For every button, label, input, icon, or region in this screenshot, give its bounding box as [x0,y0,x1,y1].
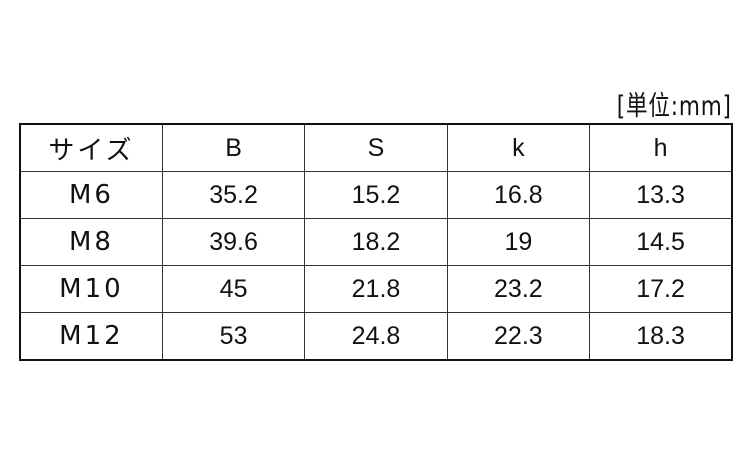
value-cell: 21.8 [304,265,448,313]
value-cell: 23.2 [446,265,591,313]
value-cell: 14.5 [589,218,733,266]
value-cell: 19 [446,218,591,266]
value-cell: 16.8 [446,171,591,219]
header-cell: k [446,123,591,172]
value-cell: 45 [161,265,306,313]
value-cell: 39.6 [161,218,306,266]
size-cell: M8 [19,218,163,266]
value-cell: 18.2 [304,218,448,266]
size-cell: M10 [19,265,163,313]
table-row: M12 53 24.8 22.3 18.3 [19,312,733,361]
size-cell: M6 [19,171,163,219]
header-cell: B [161,123,306,172]
unit-label: [単位:mm] [616,91,732,122]
size-cell: M12 [19,312,163,361]
header-cell: S [304,123,448,172]
header-cell: h [589,123,733,172]
value-cell: 13.3 [589,171,733,219]
value-cell: 53 [161,312,306,361]
header-cell: サイズ [19,123,163,172]
value-cell: 15.2 [304,171,448,219]
value-cell: 24.8 [304,312,448,361]
value-cell: 17.2 [589,265,733,313]
value-cell: 18.3 [589,312,733,361]
value-cell: 35.2 [161,171,306,219]
table-row: M10 45 21.8 23.2 17.2 [19,265,733,313]
table-row: M8 39.6 18.2 19 14.5 [19,218,733,266]
value-cell: 22.3 [446,312,591,361]
table-row: M6 35.2 15.2 16.8 13.3 [19,171,733,219]
